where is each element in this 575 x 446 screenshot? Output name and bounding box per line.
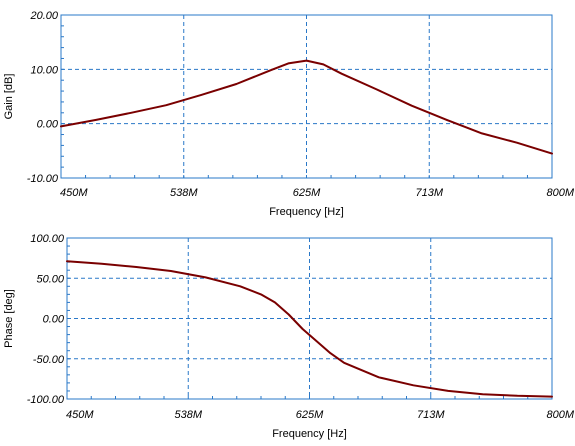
phase-x-tick-label: 450M — [66, 409, 94, 421]
phase-series-line — [66, 260, 553, 398]
phase-x-tick-label: 625M — [296, 409, 324, 421]
phase-x-tick-label: 538M — [174, 409, 202, 421]
phase-y-tick-label: 100.00 — [30, 233, 65, 245]
gain-y-tick-label: -10.00 — [27, 173, 59, 185]
phase-y-axis-title: Phase [deg] — [3, 289, 15, 348]
gain-x-tick-label: 800M — [546, 187, 574, 199]
gain-series-line — [60, 59, 553, 155]
phase-y-tick-label: 50.00 — [36, 273, 64, 285]
gain-x-tick-label: 625M — [293, 187, 321, 199]
gain-x-tick-label: 713M — [415, 187, 443, 199]
phase-y-tick-label: 0.00 — [43, 314, 65, 326]
phase-x-tick-label: 713M — [417, 409, 445, 421]
gain-y-tick-label: 20.00 — [29, 10, 58, 22]
phase-y-tick-label: -50.00 — [33, 354, 65, 366]
gain-y-tick-label: 10.00 — [30, 64, 58, 76]
phase-y-tick-label: -100.00 — [27, 394, 65, 406]
gain-x-axis-title: Frequency [Hz] — [269, 206, 344, 218]
gain-x-tick-label: 538M — [170, 187, 198, 199]
gain-y-tick-label: 0.00 — [37, 119, 59, 131]
gain-x-tick-label: 450M — [60, 187, 88, 199]
phase-x-axis-title: Frequency [Hz] — [272, 428, 347, 440]
gain-y-axis-title: Gain [dB] — [3, 74, 15, 120]
phase-x-tick-label: 800M — [546, 409, 574, 421]
